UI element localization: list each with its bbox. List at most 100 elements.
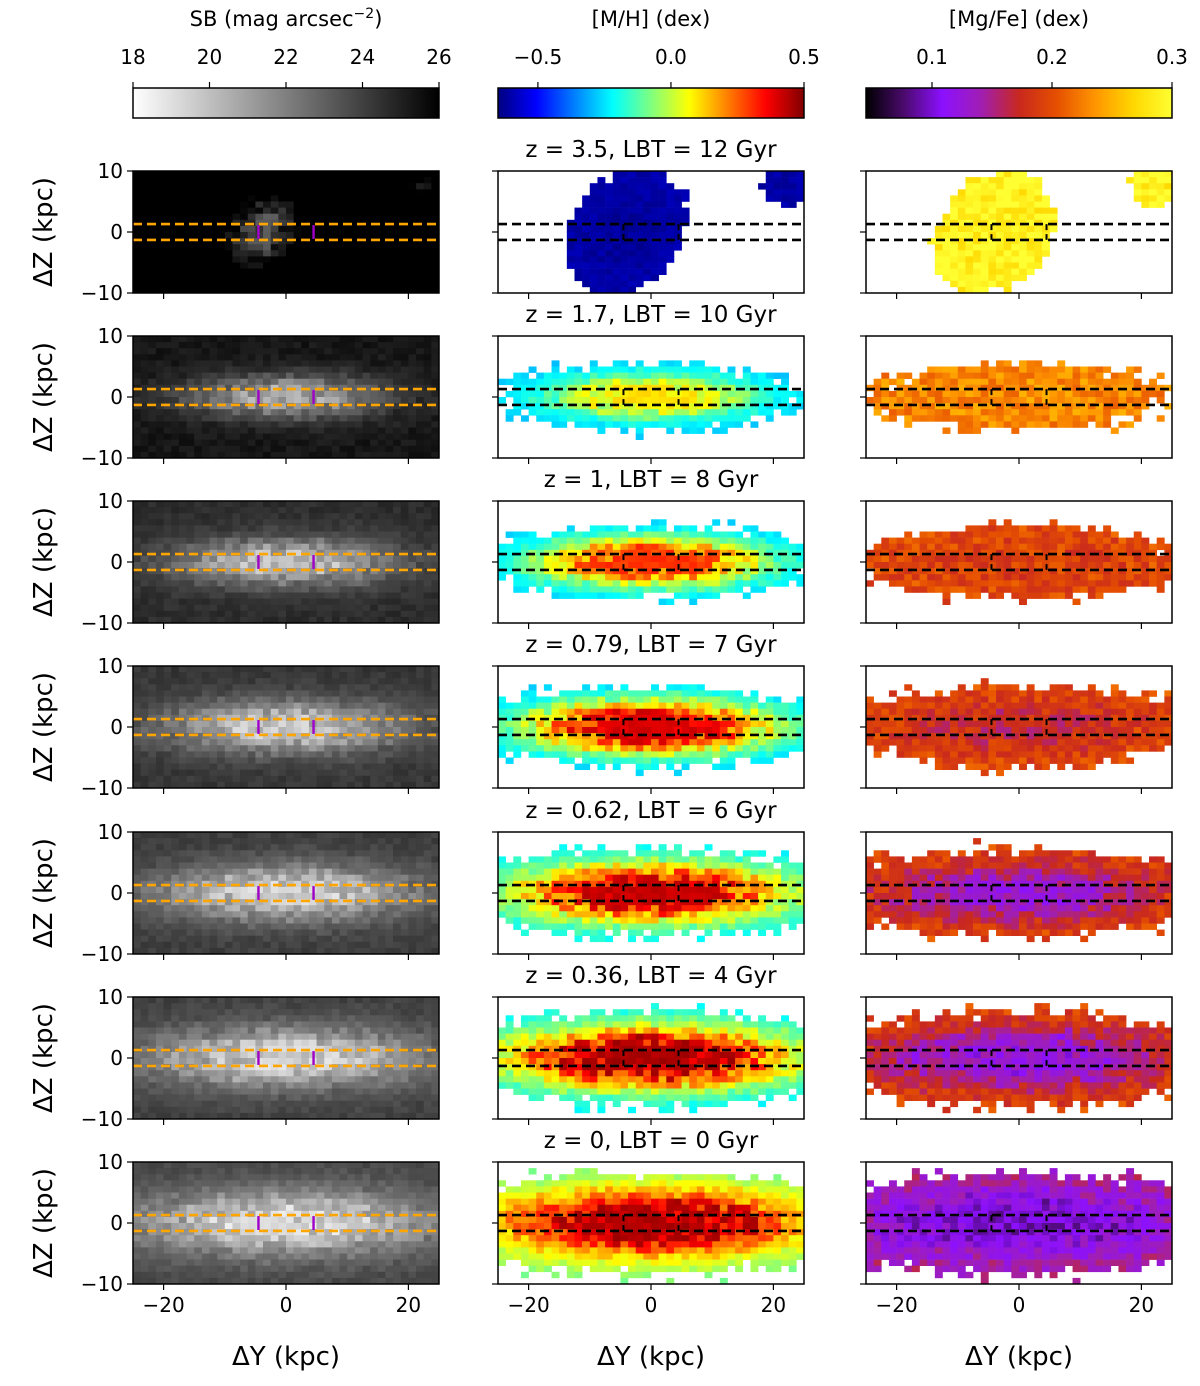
heatmap-cell — [301, 690, 310, 697]
heatmap-cell — [620, 250, 629, 257]
heatmap-cell — [217, 586, 226, 593]
heatmap-cell — [528, 531, 537, 538]
heatmap-cell — [1034, 256, 1043, 263]
heatmap-cell — [408, 256, 417, 263]
heatmap-cell — [324, 244, 333, 251]
heatmap-cell — [597, 280, 606, 288]
heatmap-cell — [605, 568, 614, 575]
heatmap-cell — [163, 256, 172, 263]
heatmap-cell — [339, 592, 348, 599]
panel-mgfe — [860, 335, 1173, 464]
heatmap-cell — [651, 525, 659, 532]
heatmap-cell — [597, 592, 606, 599]
heatmap-cell — [377, 372, 386, 379]
heatmap-cell — [589, 568, 598, 575]
heatmap-cell — [247, 666, 256, 673]
heatmap-cell — [178, 678, 187, 685]
heatmap-cell — [347, 507, 356, 514]
heatmap-cell — [370, 201, 379, 208]
heatmap-cell — [217, 507, 226, 514]
heatmap-cell — [513, 574, 522, 581]
heatmap-cell — [240, 696, 249, 703]
heatmap-cell — [689, 360, 698, 367]
heatmap — [133, 171, 439, 293]
heatmap-cell — [408, 219, 417, 227]
heatmap-cell — [393, 433, 402, 440]
heatmap-cell — [574, 384, 583, 392]
heatmap-cell — [589, 586, 598, 593]
heatmap-cell — [140, 433, 149, 440]
heatmap-cell — [416, 372, 424, 379]
heatmap-cell — [255, 513, 264, 520]
heatmap-cell — [393, 586, 402, 593]
heatmap-cell — [942, 598, 951, 605]
heatmap-cell — [155, 592, 164, 599]
heatmap-cell — [209, 427, 218, 434]
heatmap-cell — [1049, 537, 1058, 544]
heatmap-cell — [589, 378, 598, 386]
heatmap-cell — [681, 403, 690, 410]
heatmap-cell — [255, 409, 264, 416]
heatmap-cell — [423, 666, 432, 673]
heatmap-cell — [505, 415, 514, 422]
heatmap-cell — [148, 433, 157, 440]
heatmap-cell — [178, 397, 187, 404]
heatmap-cell — [263, 415, 271, 422]
heatmap-cell — [408, 171, 417, 178]
heatmap-cell — [765, 189, 774, 196]
heatmap-cell — [551, 555, 560, 563]
heatmap-cell — [1026, 409, 1035, 416]
heatmap-cell — [658, 256, 667, 263]
heatmap-cell — [240, 348, 249, 355]
y-tick-label: −10 — [81, 281, 123, 305]
heatmap-cell — [186, 580, 195, 587]
heatmap-cell — [393, 390, 402, 398]
heatmap-cell — [620, 537, 629, 544]
heatmap-cell — [339, 256, 348, 263]
heatmap-cell — [324, 568, 333, 575]
heatmap-cell — [980, 378, 989, 386]
heatmap-cell — [155, 397, 164, 404]
heatmap-cell — [148, 238, 157, 245]
heatmap-cell — [973, 562, 982, 569]
heatmap-cell — [301, 366, 310, 373]
heatmap-cell — [370, 427, 379, 434]
heatmap-cell — [194, 390, 203, 398]
heatmap-cell — [140, 666, 149, 673]
heatmap-cell — [643, 268, 652, 275]
heatmap-cell — [1133, 195, 1142, 202]
heatmap-cell — [155, 451, 164, 458]
heatmap-cell — [988, 421, 997, 428]
heatmap-cell — [370, 225, 379, 233]
row-title: z = 3.5, LBT = 12 Gyr — [525, 137, 777, 163]
heatmap-cell — [612, 195, 621, 202]
heatmap-cell — [186, 702, 195, 709]
heatmap-cell — [781, 562, 789, 569]
row-title: z = 1.7, LBT = 10 Gyr — [525, 302, 777, 328]
heatmap-cell — [178, 519, 187, 526]
heatmap-cell — [408, 537, 417, 544]
heatmap-cell — [286, 543, 294, 551]
heatmap-cell — [133, 378, 141, 386]
heatmap-cell — [362, 354, 371, 361]
heatmap-cell — [339, 610, 348, 618]
row-title: z = 0.79, LBT = 7 Gyr — [525, 632, 777, 658]
heatmap-cell — [1026, 177, 1035, 184]
heatmap-cell — [286, 225, 294, 233]
heatmap-cell — [316, 280, 325, 288]
heatmap-cell — [942, 232, 951, 239]
heatmap-cell — [155, 568, 164, 575]
heatmap-cell — [1026, 268, 1035, 275]
heatmap-cell — [1003, 250, 1012, 257]
heatmap-cell — [301, 562, 310, 569]
heatmap-cell — [286, 568, 294, 575]
heatmap-cell — [194, 207, 203, 214]
heatmap-cell — [385, 262, 394, 269]
heatmap-cell — [316, 244, 325, 251]
heatmap-cell — [171, 580, 180, 587]
heatmap-cell — [431, 574, 439, 581]
heatmap-cell — [1110, 555, 1119, 563]
heatmap-cell — [574, 574, 583, 581]
heatmap-cell — [217, 696, 226, 703]
heatmap-cell — [385, 390, 394, 398]
